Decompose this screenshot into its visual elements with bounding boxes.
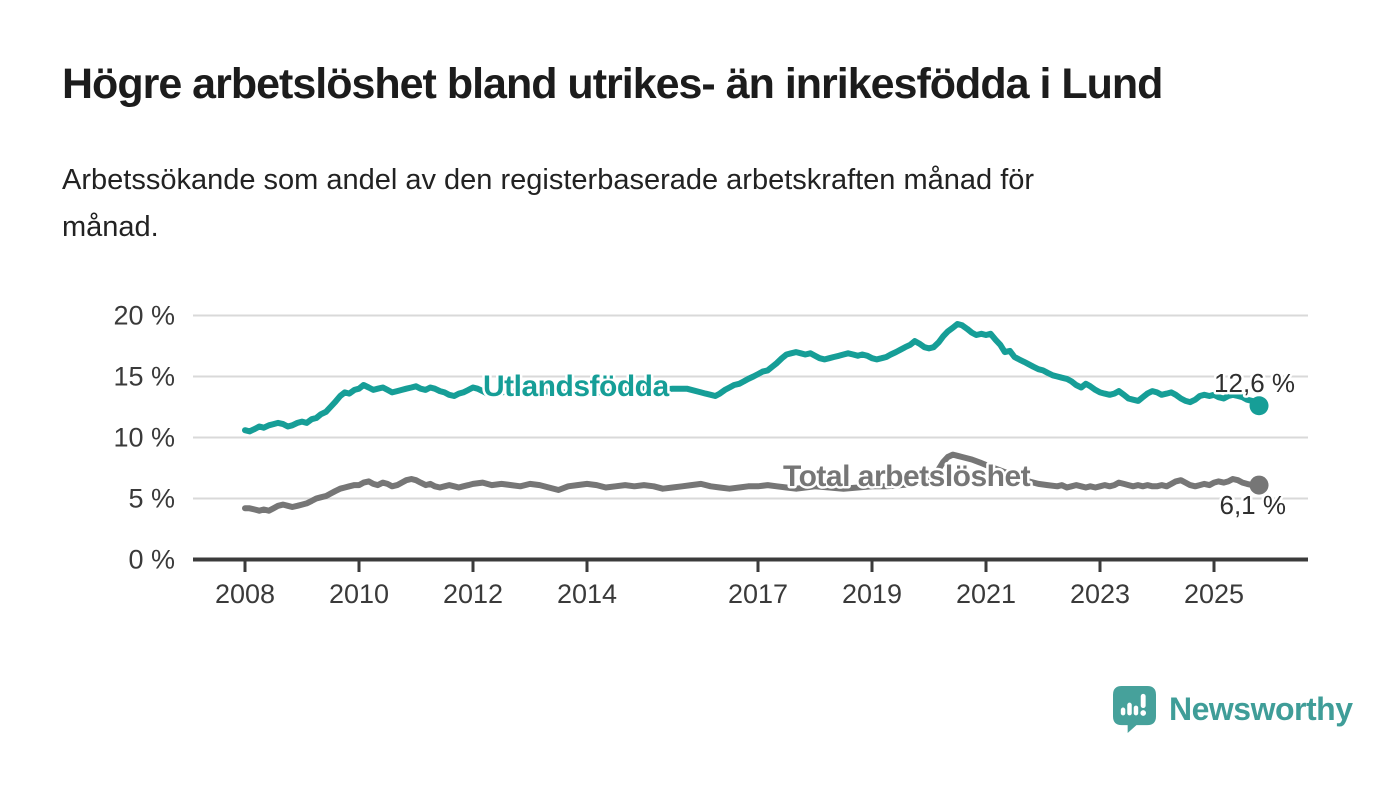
x-axis-tick-label: 2017 <box>728 579 788 609</box>
chart-subtitle-line-1: Arbetssökande som andel av den registerb… <box>62 164 1035 196</box>
y-axis-tick-label: 15 % <box>113 362 175 392</box>
bar-2 <box>1127 702 1132 716</box>
series-end-dot-utlandsfodda <box>1249 396 1269 416</box>
series-line-utlandsfodda <box>242 321 1262 435</box>
x-axis-tick-label: 2019 <box>842 579 902 609</box>
x-axis-tick-label: 2023 <box>1070 579 1130 609</box>
x-axis-tick-label: 2012 <box>443 579 503 609</box>
end-value-label-total-arbetsloshet: 6,1 % <box>1220 490 1287 520</box>
bar-3 <box>1133 705 1139 716</box>
y-axis-tick-label: 5 % <box>128 484 175 514</box>
x-axis-tick-label: 2025 <box>1184 579 1244 609</box>
newsworthy-icon <box>1113 686 1156 733</box>
y-axis-tick-label: 0 % <box>128 545 175 575</box>
end-value-label-utlandsfodda: 12,6 % <box>1214 368 1295 398</box>
x-axis-tick-label: 2010 <box>329 579 389 609</box>
y-axis-tick-label: 20 % <box>113 301 175 331</box>
bar-1 <box>1120 707 1126 716</box>
chart-title: Högre arbetslöshet bland utrikes- än inr… <box>62 60 1163 108</box>
x-axis-tick-label: 2008 <box>215 579 275 609</box>
y-axis-tick-label: 10 % <box>113 423 175 453</box>
chart-canvas: 0 % 5 % 10 % 15 % 20 % 2008 2010 2012 2014 2017 20… <box>113 301 1308 609</box>
x-axis-tick-label: 2014 <box>557 579 617 609</box>
chart-subtitle: Arbetssökande som andel av den registerb… <box>62 157 1034 251</box>
brand-logo[interactable]: Newsworthy <box>1113 686 1353 733</box>
x-axis-tick-label: 2021 <box>956 579 1016 609</box>
exclamation-dot <box>1140 710 1147 716</box>
series-end-dot-total-arbetsloshet <box>1249 475 1269 495</box>
series-line-total-arbetsloshet <box>242 451 1262 514</box>
series-label-utlandsfodda: Utlandsfödda <box>483 370 669 403</box>
chart-subtitle-line-2: månad. <box>62 211 159 243</box>
series-label-total-arbetsloshet: Total arbetslöshet <box>783 460 1031 493</box>
brand-name: Newsworthy <box>1169 691 1353 727</box>
exclamation-stem <box>1140 693 1146 709</box>
